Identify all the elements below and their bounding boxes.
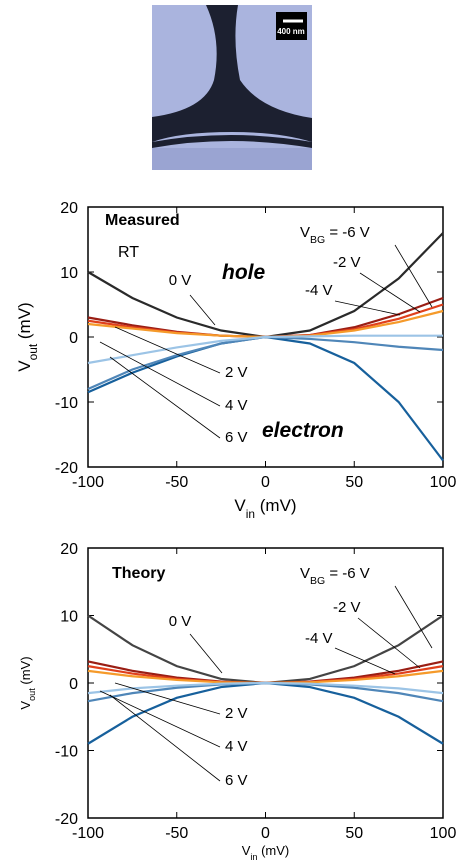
annotation: RT xyxy=(118,244,139,261)
x-tick-label: 0 xyxy=(261,474,270,491)
scale-bar-label: 400 nm xyxy=(277,27,305,36)
series-name: 2 V xyxy=(225,364,248,381)
leader-line xyxy=(360,273,420,312)
series-label: 2 V xyxy=(225,705,248,722)
series-name: 6 V xyxy=(225,772,248,789)
y-tick-label: 10 xyxy=(60,609,78,626)
series-name: -2 V xyxy=(333,254,361,271)
annotation: Theory xyxy=(112,565,165,582)
figure: 400 nm -20-1001020-100-50050100Vin (mV)V… xyxy=(0,0,463,863)
axis-label-sub: out xyxy=(26,343,40,360)
series-name: 6 V xyxy=(225,429,248,446)
leader-line xyxy=(190,295,215,325)
x-tick-label: -50 xyxy=(165,825,188,842)
series-label: 4 V xyxy=(225,738,248,755)
series-name: -2 V xyxy=(333,599,361,616)
axis-label-main: V xyxy=(15,360,34,372)
series-label: -2 V xyxy=(333,254,361,271)
series-line xyxy=(88,305,443,338)
label-prefix-sub: BG xyxy=(310,234,325,246)
y-tick-label: 10 xyxy=(60,265,78,282)
series-line xyxy=(88,661,443,683)
label-prefix-eq: = xyxy=(325,565,342,582)
axis-label: Vin (mV) xyxy=(234,496,296,521)
series-label: 6 V xyxy=(225,772,248,789)
x-tick-label: 100 xyxy=(430,825,457,842)
series-line xyxy=(88,298,443,337)
y-tick-label: 0 xyxy=(69,330,78,347)
x-tick-label: -100 xyxy=(72,474,104,491)
series-line xyxy=(88,336,443,363)
series-line xyxy=(88,683,443,701)
x-tick-label: -50 xyxy=(165,474,188,491)
series-name: -6 V xyxy=(342,565,370,582)
series-line xyxy=(88,337,443,389)
series-name: 2 V xyxy=(225,705,248,722)
series-label: VBG = -6 V xyxy=(300,565,370,587)
label-prefix-eq: = xyxy=(325,224,342,241)
series-label: 4 V xyxy=(225,397,248,414)
leader-line xyxy=(100,342,220,406)
x-tick-label: 100 xyxy=(430,474,457,491)
x-tick-label: 50 xyxy=(345,825,363,842)
annotation: Measured xyxy=(105,212,180,229)
series-line xyxy=(88,311,443,337)
series-line xyxy=(88,666,443,683)
series-label: -4 V xyxy=(305,282,333,299)
axis-label-sub: in xyxy=(246,507,255,521)
y-tick-label: 0 xyxy=(69,676,78,693)
axis-label-main: V xyxy=(18,701,33,710)
series-label: 0 V xyxy=(169,272,192,289)
x-tick-label: 0 xyxy=(261,825,270,842)
axis-label-unit: (mV) xyxy=(255,496,297,515)
series-label: -2 V xyxy=(333,599,361,616)
label-prefix: V xyxy=(300,565,310,582)
leader-line xyxy=(335,301,400,315)
axis-label: Vout (mV) xyxy=(15,302,40,371)
series-name: 4 V xyxy=(225,738,248,755)
series-label: -4 V xyxy=(305,630,333,647)
annotation: hole xyxy=(222,261,265,284)
series-label: 6 V xyxy=(225,429,248,446)
annotation: electron xyxy=(262,419,344,442)
series-name: 0 V xyxy=(169,272,192,289)
series-name: -4 V xyxy=(305,630,333,647)
leader-line xyxy=(115,683,220,714)
y-tick-label: 20 xyxy=(60,541,78,558)
label-prefix-sub: BG xyxy=(310,575,325,587)
axis-label-sub: in xyxy=(250,852,257,862)
axis-label-unit: (mV) xyxy=(18,656,33,688)
y-tick-label: 20 xyxy=(60,200,78,217)
label-prefix: V xyxy=(300,224,310,241)
leader-line xyxy=(190,634,222,673)
axis-label-sub: out xyxy=(27,688,37,701)
axis-label-main: V xyxy=(242,843,251,858)
series-name: -4 V xyxy=(305,282,333,299)
axis-label: Vout (mV) xyxy=(18,656,37,709)
y-tick-label: -10 xyxy=(55,395,78,412)
leader-line xyxy=(110,695,220,781)
y-tick-label: -10 xyxy=(55,744,78,761)
series-name: 4 V xyxy=(225,397,248,414)
axis-label: Vin (mV) xyxy=(242,843,290,862)
series-name: 0 V xyxy=(169,613,192,630)
series-label: 0 V xyxy=(169,613,192,630)
series-name: -6 V xyxy=(342,224,370,241)
series-label: VBG = -6 V xyxy=(300,224,370,246)
leader-line xyxy=(100,691,220,747)
series-label: 2 V xyxy=(225,364,248,381)
axis-label-unit: (mV) xyxy=(257,843,289,858)
leader-line xyxy=(395,586,432,648)
x-tick-label: -100 xyxy=(72,825,104,842)
axis-label-main: V xyxy=(234,496,246,515)
axis-label-unit: (mV) xyxy=(15,302,34,344)
x-tick-label: 50 xyxy=(345,474,363,491)
